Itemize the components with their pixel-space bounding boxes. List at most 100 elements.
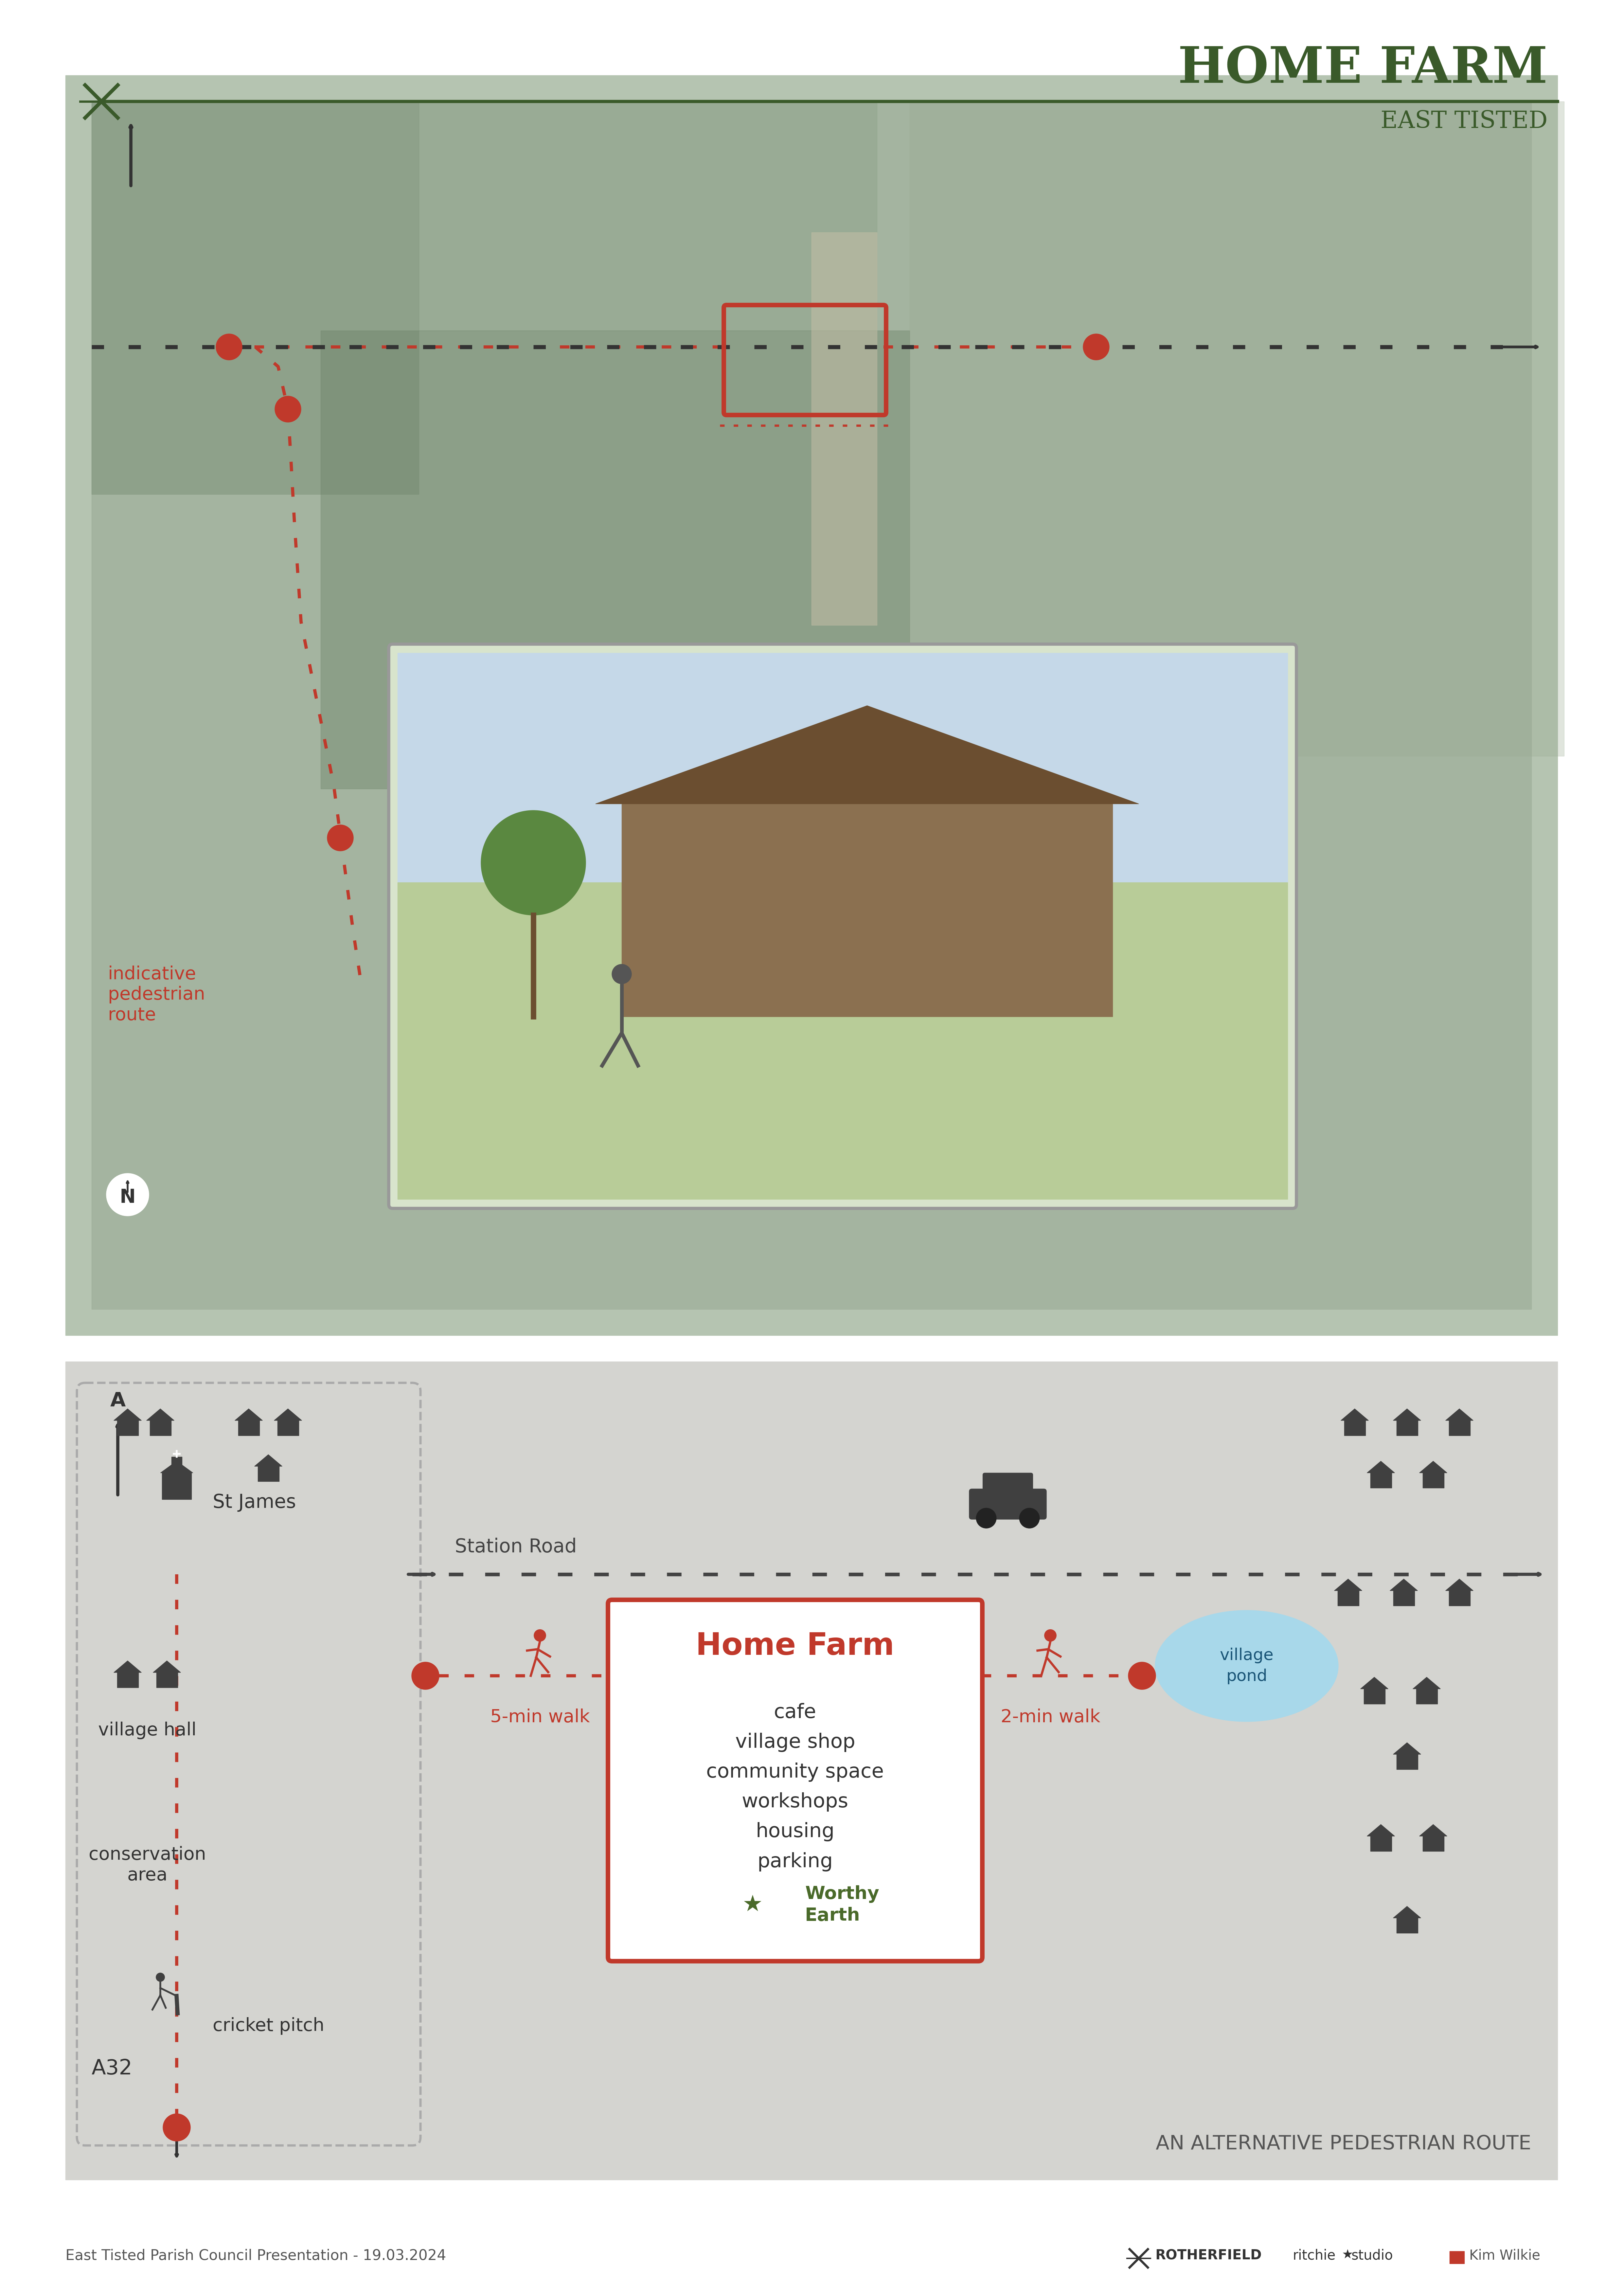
Polygon shape — [1420, 1825, 1448, 1837]
Polygon shape — [1334, 1580, 1362, 1591]
Polygon shape — [1360, 1676, 1388, 1690]
Circle shape — [274, 395, 300, 422]
Text: village
pond: village pond — [1220, 1649, 1274, 1685]
Bar — [1337, 1591, 1358, 1605]
Bar — [117, 1421, 138, 1435]
Text: indicative
pedestrian
route: indicative pedestrian route — [109, 967, 204, 1024]
Polygon shape — [1367, 1460, 1394, 1472]
Text: EAST TISTED: EAST TISTED — [1381, 110, 1548, 133]
Polygon shape — [1420, 1460, 1448, 1472]
Bar — [239, 1421, 260, 1435]
Bar — [1370, 1837, 1391, 1851]
Text: ritchie: ritchie — [1292, 2248, 1336, 2262]
Polygon shape — [1389, 1580, 1417, 1591]
Bar — [91, 101, 419, 494]
Circle shape — [975, 1508, 997, 1529]
Bar — [1423, 1837, 1444, 1851]
Ellipse shape — [1156, 1609, 1339, 1722]
Bar — [156, 1671, 177, 1688]
Bar — [65, 1362, 1558, 2179]
Polygon shape — [114, 1660, 141, 1671]
Bar — [117, 1671, 138, 1688]
Text: Station Road: Station Road — [454, 1538, 576, 1557]
Polygon shape — [1446, 1580, 1474, 1591]
Bar — [1449, 1591, 1470, 1605]
Polygon shape — [114, 1410, 141, 1421]
Text: cricket pitch: cricket pitch — [213, 2018, 325, 2034]
Circle shape — [107, 1173, 149, 1217]
Bar — [91, 101, 1532, 1309]
Bar — [258, 1467, 279, 1481]
FancyBboxPatch shape — [390, 645, 1297, 1208]
Polygon shape — [1341, 1410, 1368, 1421]
Text: ROTHERFIELD: ROTHERFIELD — [1156, 2248, 1261, 2262]
Circle shape — [216, 333, 242, 360]
Text: East Tisted Parish Council Presentation - 19.03.2024: East Tisted Parish Council Presentation … — [65, 2248, 446, 2262]
Text: conservation
area: conservation area — [89, 1846, 206, 1885]
Bar — [1370, 1472, 1391, 1488]
Bar — [172, 1456, 182, 1476]
Polygon shape — [255, 1456, 282, 1467]
Bar — [1449, 2250, 1464, 2264]
Text: Worthy
Earth: Worthy Earth — [805, 1885, 880, 1924]
Bar — [398, 882, 1287, 1199]
Bar — [1363, 1690, 1384, 1704]
Circle shape — [162, 2115, 190, 2142]
Polygon shape — [1393, 1743, 1420, 1754]
Polygon shape — [1414, 1676, 1441, 1690]
Bar — [162, 1472, 192, 1499]
Text: A32: A32 — [91, 2060, 133, 2078]
Polygon shape — [161, 1460, 193, 1472]
Polygon shape — [274, 1410, 302, 1421]
Circle shape — [612, 964, 631, 985]
Circle shape — [328, 824, 354, 852]
Text: N: N — [120, 1187, 136, 1208]
Circle shape — [412, 1662, 440, 1690]
Polygon shape — [596, 705, 1139, 804]
Bar — [1423, 1472, 1444, 1488]
Circle shape — [1019, 1508, 1039, 1529]
Bar — [65, 76, 1558, 1336]
Text: Kim Wilkie: Kim Wilkie — [1469, 2248, 1540, 2262]
Bar — [1449, 1421, 1470, 1435]
FancyBboxPatch shape — [984, 1474, 1032, 1495]
Polygon shape — [1393, 1906, 1420, 1917]
Polygon shape — [146, 1410, 174, 1421]
Circle shape — [1045, 1630, 1057, 1642]
Bar — [1415, 1690, 1438, 1704]
Bar — [278, 1421, 299, 1435]
Bar — [812, 232, 876, 625]
Bar — [909, 101, 1565, 755]
Bar — [1396, 1754, 1417, 1770]
FancyBboxPatch shape — [609, 1600, 982, 1961]
Text: studio: studio — [1352, 2248, 1393, 2262]
Bar — [1396, 1421, 1417, 1435]
Circle shape — [480, 810, 586, 916]
Polygon shape — [153, 1660, 180, 1671]
Polygon shape — [1367, 1825, 1394, 1837]
Circle shape — [156, 1972, 164, 1981]
FancyBboxPatch shape — [969, 1488, 1047, 1520]
Text: 5-min walk: 5-min walk — [490, 1708, 589, 1727]
Bar — [321, 331, 909, 790]
Bar — [398, 652, 1287, 882]
Bar — [622, 804, 1112, 1017]
Polygon shape — [1393, 1410, 1420, 1421]
Bar — [65, 1362, 1558, 2179]
Text: ★: ★ — [742, 1894, 763, 1915]
Bar — [1393, 1591, 1414, 1605]
Text: ★: ★ — [1342, 2248, 1354, 2262]
Text: cafe
village shop
community space
workshops
housing
parking: cafe village shop community space worksh… — [706, 1704, 885, 1871]
Bar — [1396, 1917, 1417, 1933]
Bar — [419, 101, 876, 331]
Bar — [149, 1421, 170, 1435]
Text: HOME FARM: HOME FARM — [1178, 44, 1548, 94]
Text: 2-min walk: 2-min walk — [1000, 1708, 1100, 1727]
Circle shape — [1083, 333, 1109, 360]
Text: St James: St James — [213, 1492, 295, 1511]
Polygon shape — [235, 1410, 263, 1421]
Bar — [1344, 1421, 1365, 1435]
Polygon shape — [1446, 1410, 1474, 1421]
Text: Home Farm: Home Farm — [696, 1630, 894, 1662]
Text: A: A — [110, 1391, 125, 1410]
